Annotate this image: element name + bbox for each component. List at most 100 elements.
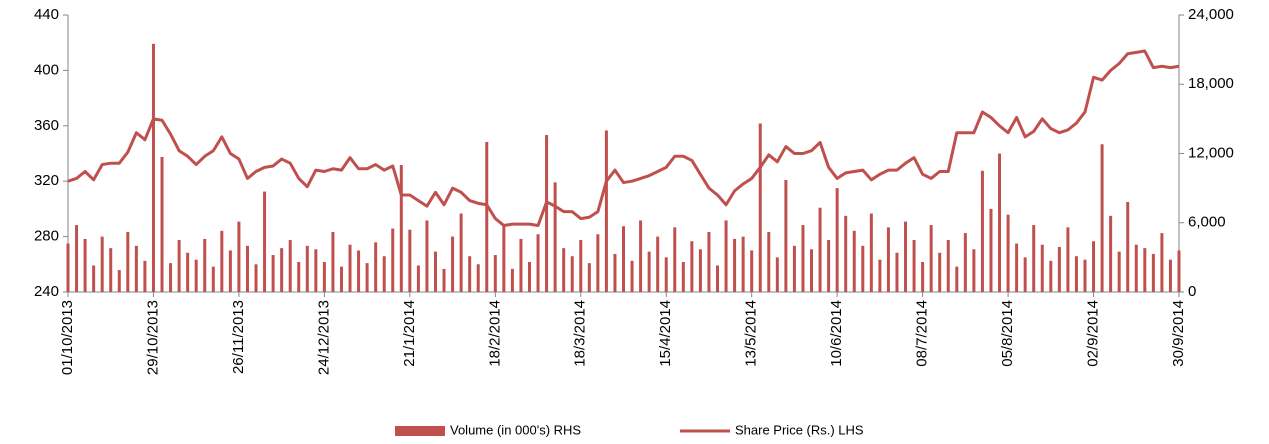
x-tick-label: 24/12/2013 — [315, 300, 332, 375]
volume-bar — [946, 240, 950, 292]
volume-bar — [1151, 253, 1155, 292]
volume-bar — [733, 238, 737, 292]
y2-tick-label: 6,000 — [1188, 214, 1226, 231]
volume-bar — [596, 234, 600, 292]
volume-bar — [852, 230, 856, 292]
x-tick-label: 15/4/2014 — [657, 300, 674, 367]
volume-bar — [690, 241, 694, 292]
volume-bar — [1032, 225, 1036, 292]
volume-bar — [1160, 233, 1164, 292]
volume-bar — [399, 165, 403, 292]
x-tick-label: 18/3/2014 — [572, 300, 589, 367]
volume-bar — [211, 266, 215, 292]
volume-bar — [194, 259, 198, 292]
x-tick-label: 05/8/2014 — [999, 300, 1016, 367]
volume-bar — [878, 259, 882, 292]
legend-swatch — [395, 426, 445, 436]
volume-bar — [510, 268, 514, 292]
volume-bar — [151, 43, 155, 292]
volume-bar — [673, 227, 677, 292]
x-tick-label: 21/1/2014 — [401, 300, 418, 367]
volume-bar — [485, 141, 489, 292]
volume-bar — [143, 260, 147, 292]
volume-bar — [134, 245, 138, 292]
y-tick-label: 240 — [34, 283, 59, 300]
y-tick-label: 280 — [34, 228, 59, 245]
volume-bar — [904, 221, 908, 292]
volume-bar — [280, 248, 284, 292]
volume-bar — [433, 251, 437, 292]
volume-bar — [237, 221, 241, 292]
volume-bar — [75, 225, 79, 292]
volume-bar — [451, 236, 455, 292]
y-tick-label: 320 — [34, 172, 59, 189]
volume-bar — [331, 231, 335, 292]
price-line — [67, 49, 1180, 228]
volume-bar — [647, 251, 651, 292]
volume-bar — [1083, 259, 1087, 292]
volume-bar — [545, 135, 549, 292]
volume-bar — [579, 240, 583, 292]
volume-bar — [818, 207, 822, 292]
volume-bar — [938, 252, 942, 292]
x-tick-label: 10/6/2014 — [828, 300, 845, 367]
y2-tick-label: 18,000 — [1188, 75, 1234, 92]
volume-bar — [117, 270, 121, 292]
x-tick-label: 08/7/2014 — [914, 300, 931, 367]
volume-bar — [348, 244, 352, 292]
x-tick-label: 01/10/2013 — [59, 300, 76, 375]
volume-bar — [698, 249, 702, 292]
volume-bar — [169, 263, 173, 292]
y-tick-label: 400 — [34, 61, 59, 78]
volume-bar — [622, 226, 625, 292]
x-tick-label: 18/2/2014 — [486, 300, 503, 367]
volume-bar — [801, 225, 805, 292]
volume-bar — [1126, 201, 1130, 292]
volume-bar — [502, 225, 506, 292]
volume-bar — [245, 245, 249, 292]
volume-bar — [810, 249, 814, 292]
volume-bar — [408, 229, 412, 292]
legend-label: Share Price (Rs.) LHS — [735, 422, 864, 437]
volume-bar — [416, 265, 420, 292]
volume-bar — [271, 255, 275, 292]
volume-bar — [664, 257, 668, 292]
volume-bar — [998, 153, 1002, 292]
volume-bar — [767, 231, 771, 292]
volume-bar — [972, 249, 976, 292]
volume-bar — [724, 220, 728, 292]
volume-bar — [220, 230, 224, 292]
volume-bar — [1006, 214, 1010, 292]
x-tick-label: 26/11/2013 — [230, 300, 247, 374]
volume-bar — [1040, 244, 1044, 292]
volume-bar — [570, 256, 574, 292]
volume-bar — [1168, 259, 1172, 292]
volume-bar — [425, 220, 429, 292]
volume-bar — [1109, 215, 1113, 292]
volume-bar — [921, 261, 925, 292]
volume-bar — [459, 213, 463, 292]
volume-bar — [1066, 227, 1070, 292]
volume-bar — [1049, 260, 1053, 292]
volume-bar — [186, 252, 190, 292]
volume-bar — [391, 228, 395, 292]
volume-bar — [297, 261, 301, 292]
volume-bar — [382, 256, 386, 292]
y-tick-label: 360 — [34, 117, 59, 134]
volume-bar — [1143, 248, 1147, 292]
volume-bar — [562, 248, 566, 292]
volume-bar — [989, 208, 993, 292]
volume-bar — [775, 257, 779, 292]
volume-bar — [1117, 251, 1121, 292]
volume-bar — [716, 265, 720, 292]
volume-bar — [288, 240, 292, 292]
volume-bar — [587, 263, 591, 292]
volume-bar — [493, 255, 497, 292]
volume-bar — [553, 182, 557, 292]
volume-bar — [869, 213, 873, 292]
volume-bar — [1092, 241, 1096, 292]
volume-bar — [476, 264, 480, 292]
volume-bar — [1100, 144, 1104, 292]
volume-bar — [758, 123, 762, 292]
